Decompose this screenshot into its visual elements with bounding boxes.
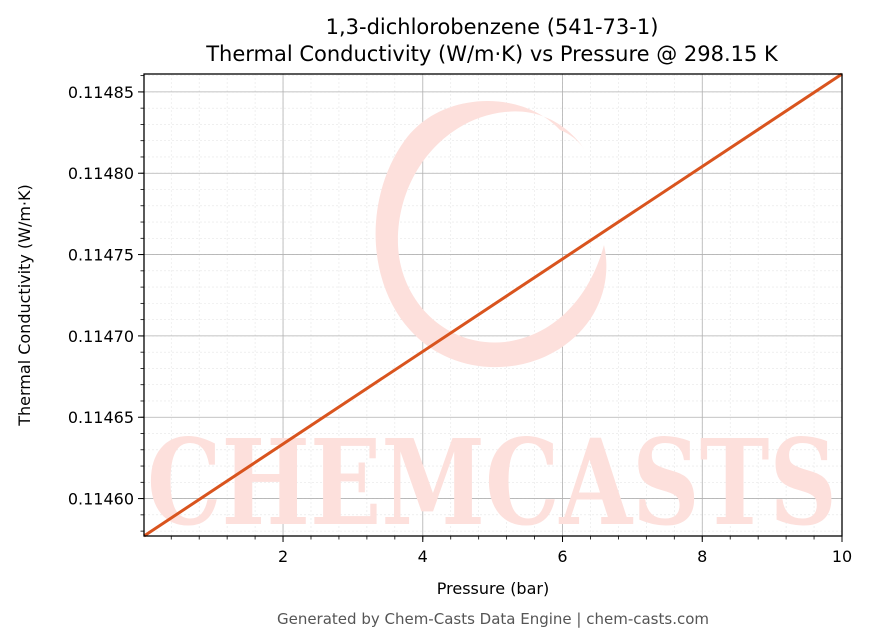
footer-credit: Generated by Chem-Casts Data Engine | ch… [277,610,709,628]
series-line [143,72,843,538]
y-tick-label: 0.11480 [68,164,134,183]
x-tick-label: 4 [418,547,428,566]
x-tick-label: 6 [557,547,567,566]
y-axis-label: Thermal Conductivity (W/m·K) [15,184,34,427]
plot-frame [143,73,843,537]
x-tick-label: 10 [832,547,852,566]
y-tick-label: 0.11485 [68,83,134,102]
series-layer [143,72,843,538]
major-grid [144,74,843,536]
y-tick-label: 0.11475 [68,246,134,265]
y-axis-ticks: 0.11460 0.11465 0.11470 0.11475 0.11480 0.114… [68,75,144,532]
x-tick-label: 2 [278,547,288,566]
watermark-text: CHEMCASTS [147,413,837,552]
chart-title-line1: 1,3-dichlorobenzene (541-73-1) [326,15,659,39]
x-axis-label: Pressure (bar) [437,579,549,598]
y-tick-label: 0.11460 [68,490,134,509]
y-tick-label: 0.11470 [68,327,134,346]
x-tick-label: 8 [697,547,707,566]
chart-title-line2: Thermal Conductivity (W/m·K) vs Pressure… [205,42,779,66]
x-axis-ticks: 2 4 6 8 10 [170,536,852,566]
chemcasts-watermark-logo: CHEMCASTS [147,101,837,552]
y-tick-label: 0.11465 [68,408,134,427]
